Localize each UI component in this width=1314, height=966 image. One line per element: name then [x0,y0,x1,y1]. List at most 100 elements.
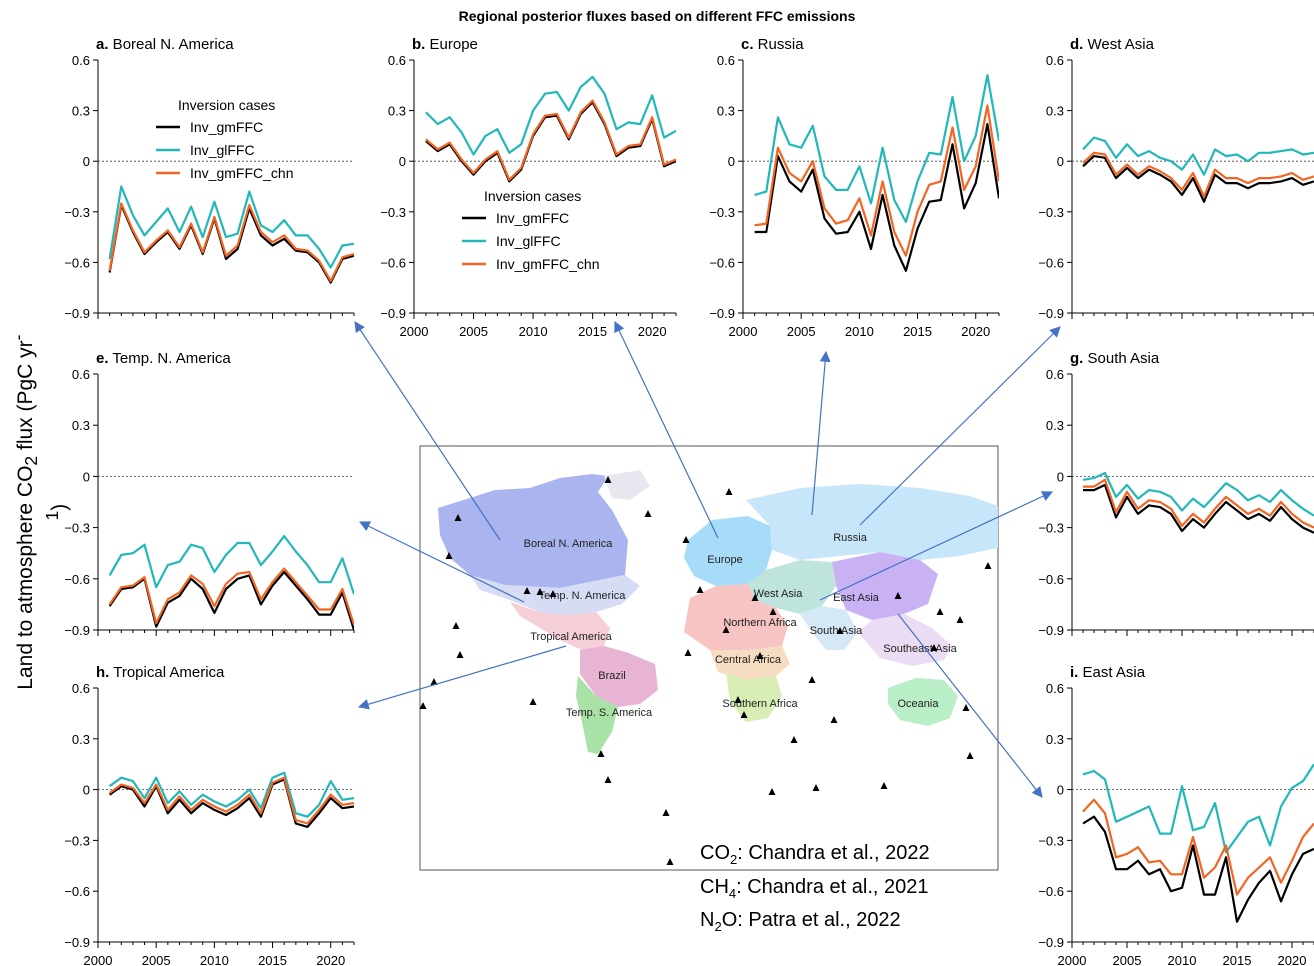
panel-title: b. Europe [412,36,478,53]
series-line-Inv_gmFFC_chn [110,569,354,625]
y-tick-label: 0 [728,154,735,169]
legend-label: Inv_glFFC [496,233,561,249]
panel-region: Temp. N. America [109,350,232,367]
y-tick-label: 0 [83,783,90,798]
panel-g: g. South Asia0.60.30−0.3−0.6−0.9 [1038,350,1314,638]
panel-title: c. Russia [741,36,804,53]
legend-label: Inv_gmFFC [190,119,263,135]
panel-title: i. East Asia [1070,664,1146,681]
panel-region: Boreal N. America [109,36,235,53]
x-tick-label: 2010 [519,324,548,339]
x-tick-label: 2020 [961,324,990,339]
legend-label: Inv_gmFFC [496,210,569,226]
panel-letter: c. [741,36,754,53]
panel-region: Europe [425,36,478,53]
map-region-label: West Asia [754,588,804,600]
y-tick-label: 0.3 [1046,732,1064,747]
y-tick-label: 0.6 [1046,681,1064,696]
x-tick-label: 2020 [1278,953,1307,966]
panel-letter: a. [96,36,109,53]
y-tick-label: 0 [1057,469,1064,484]
x-tick-label: 2005 [142,953,171,966]
panel-d: d. West Asia0.60.30−0.3−0.6−0.9 [1038,36,1314,321]
panel-letter: i. [1070,664,1078,681]
y-tick-label: −0.6 [1038,255,1064,270]
y-tick-label: −0.9 [64,935,90,950]
map-region-label: Temp. S. America [566,707,653,719]
y-tick-label: −0.3 [1038,833,1064,848]
series-line-Inv_gmFFC [1083,817,1314,922]
y-tick-label: 0 [83,154,90,169]
map-region-label: South Asia [810,625,863,637]
panel-letter: e. [96,350,109,367]
y-tick-label: −0.3 [709,205,735,220]
panel-title: h. Tropical America [96,664,225,681]
panel-region: West Asia [1083,36,1154,53]
legend-title: Inversion cases [484,188,581,204]
x-tick-label: 2015 [578,324,607,339]
y-tick-label: −0.6 [380,255,406,270]
y-tick-label: −0.6 [709,255,735,270]
y-tick-label: −0.9 [709,306,735,321]
panel-c: c. Russia0.60.30−0.3−0.6−0.92000 2005 2010… [709,36,999,339]
x-tick-label: 2020 [638,324,667,339]
y-tick-label: −0.6 [64,255,90,270]
y-tick-label: 0.6 [388,53,406,68]
y-tick-label: −0.3 [64,205,90,220]
y-tick-label: −0.3 [380,205,406,220]
x-tick-label: 2005 [1113,953,1142,966]
series-line-Inv_gmFFC_chn [426,101,676,180]
map-region-label: Europe [707,554,742,566]
panel-letter: h. [96,664,109,681]
map-region-label: Boreal N. America [524,538,614,550]
y-tick-label: −0.6 [1038,572,1064,587]
citation-n2o: N2O: Patra et al., 2022 [700,909,901,934]
world-map: Boreal N. AmericaTemp. N. AmericaTropica… [420,446,999,870]
panel-letter: g. [1070,350,1083,367]
y-tick-label: −0.9 [1038,306,1064,321]
map-region-label: Oceania [898,698,940,710]
map-region-shape [746,484,998,560]
map-region-label: Northern Africa [723,617,797,629]
y-tick-label: −0.9 [64,306,90,321]
legend-label: Inv_gmFFC_chn [190,165,293,181]
y-tick-label: 0.3 [1046,104,1064,119]
panel-title: e. Temp. N. America [96,350,231,367]
y-tick-label: 0 [1057,783,1064,798]
series-line-Inv_gmFFC_chn [110,203,354,281]
citation-ch4: CH4: Chandra et al., 2021 [700,876,928,901]
legend-panel-b: Inversion cases Inv_gmFFC Inv_glFFC Inv_gmF… [462,188,599,272]
x-tick-label: 2005 [459,324,488,339]
map-region-label: Russia [833,532,868,544]
panel-e: e. Temp. N. America0.60.30−0.3−0.6−0.9 [64,350,354,638]
legend-panel-a: Inversion cases Inv_gmFFC Inv_glFFC Inv_gmF… [156,97,293,181]
x-tick-label: 2015 [903,324,932,339]
x-tick-label: 2010 [845,324,874,339]
x-tick-label: 2010 [200,953,229,966]
y-tick-label: −0.9 [380,306,406,321]
series-line-Inv_glFFC [110,773,354,817]
y-tick-label: 0 [1057,154,1064,169]
panel-title: d. West Asia [1070,36,1155,53]
y-tick-label: 0.6 [72,53,90,68]
legend-title: Inversion cases [178,97,275,113]
series-line-Inv_gmFFC [110,205,354,283]
x-tick-label: 2000 [400,324,429,339]
x-tick-label: 2020 [316,953,345,966]
y-tick-label: −0.9 [1038,935,1064,950]
panel-i: i. East Asia 0.6 0.3 0 −0.3 −0.6 −0.9 2000 2005 2… [1038,664,1314,966]
y-tick-label: 0 [83,469,90,484]
panel-region: East Asia [1078,664,1145,681]
legend-label: Inv_glFFC [190,142,255,158]
y-tick-label: −0.6 [64,572,90,587]
y-tick-label: −0.6 [1038,884,1064,899]
panel-region: Tropical America [109,664,225,681]
y-tick-label: 0.3 [72,732,90,747]
x-tick-label: 2005 [787,324,816,339]
y-tick-label: 0.3 [717,104,735,119]
y-tick-label: 0.3 [1046,418,1064,433]
legend-label: Inv_gmFFC_chn [496,256,599,272]
x-tick-label: 2015 [1223,953,1252,966]
panel-letter: b. [412,36,425,53]
